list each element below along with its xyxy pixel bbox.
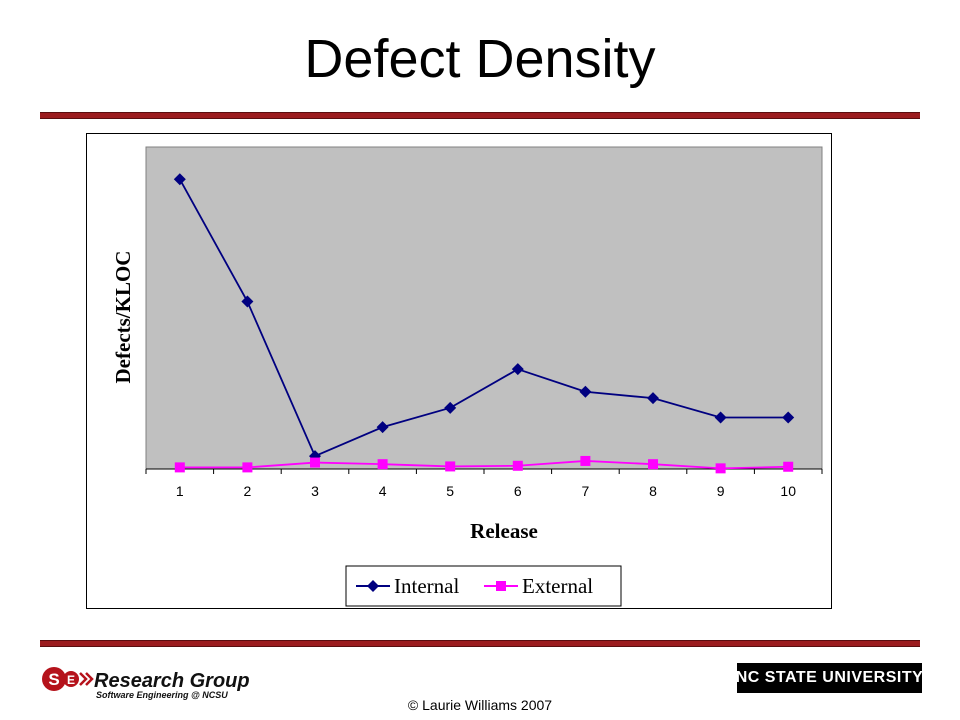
copyright: © Laurie Williams 2007 — [407, 697, 553, 713]
plot-area — [145, 146, 823, 470]
page-title: Defect Density — [304, 29, 656, 89]
se-research-group-logo-icon: S E Research Group Software Engineering … — [42, 667, 250, 700]
svg-text:S: S — [48, 670, 59, 689]
legend-marker — [496, 581, 506, 591]
data-point-internal — [444, 401, 457, 414]
top-divider — [40, 112, 920, 119]
data-point-internal — [376, 421, 389, 434]
x-tick-label: 10 — [780, 483, 796, 499]
data-point-internal — [173, 173, 186, 186]
series-layer — [173, 173, 795, 474]
logo-tagline: Software Engineering @ NCSU — [96, 690, 228, 700]
x-tick-label: 6 — [514, 483, 522, 499]
series-line-internal — [179, 178, 789, 458]
data-point-external — [715, 463, 726, 474]
chart-frame: 1 2 3 4 5 6 7 8 9 10 Release Defects/KLOC Interna… — [86, 133, 832, 609]
bottom-divider — [40, 640, 920, 647]
data-point-external — [377, 459, 388, 470]
data-point-external — [580, 455, 591, 466]
legend-label: External — [522, 574, 593, 598]
nc-state-logo: NC STATE UNIVERSITY — [735, 663, 924, 693]
x-axis: 1 2 3 4 5 6 7 8 9 10 — [145, 468, 823, 499]
svg-text:E: E — [67, 673, 75, 687]
x-tick-label: 9 — [717, 483, 725, 499]
defect-density-chart: 1 2 3 4 5 6 7 8 9 10 Release Defects/KLOC Interna… — [111, 146, 823, 607]
y-axis-label: Defects/KLOC — [111, 251, 135, 384]
nc-state-text: NC STATE UNIVERSITY — [735, 669, 924, 686]
x-tick-label: 4 — [379, 483, 387, 499]
data-point-internal — [782, 411, 795, 424]
data-point-external — [310, 457, 320, 468]
x-tick-label: 8 — [649, 483, 657, 499]
data-point-external — [174, 462, 185, 473]
legend-box — [345, 565, 622, 607]
logo-name: Research Group — [94, 670, 250, 692]
data-point-internal — [647, 392, 659, 405]
data-point-external — [783, 461, 794, 472]
legend-marker — [367, 580, 379, 592]
legend-label: Internal — [394, 574, 459, 598]
data-point-external — [648, 459, 658, 470]
data-point-internal — [511, 363, 524, 376]
data-point-external — [445, 461, 456, 472]
x-tick-label: 7 — [582, 483, 590, 499]
x-axis-label: Release — [470, 519, 538, 543]
data-point-external — [242, 462, 253, 473]
data-point-internal — [579, 385, 592, 398]
x-tick-label: 1 — [176, 483, 184, 499]
x-tick-label: 3 — [311, 483, 319, 499]
legend: Internal External — [345, 565, 622, 607]
x-tick-label: 5 — [446, 483, 454, 499]
data-point-internal — [714, 411, 727, 424]
series-line-external — [179, 460, 789, 470]
data-point-external — [512, 460, 523, 471]
research-group-logo: S E Research Group Software Engineering … — [40, 661, 270, 701]
data-point-internal — [241, 295, 254, 308]
x-tick-label: 2 — [244, 483, 252, 499]
